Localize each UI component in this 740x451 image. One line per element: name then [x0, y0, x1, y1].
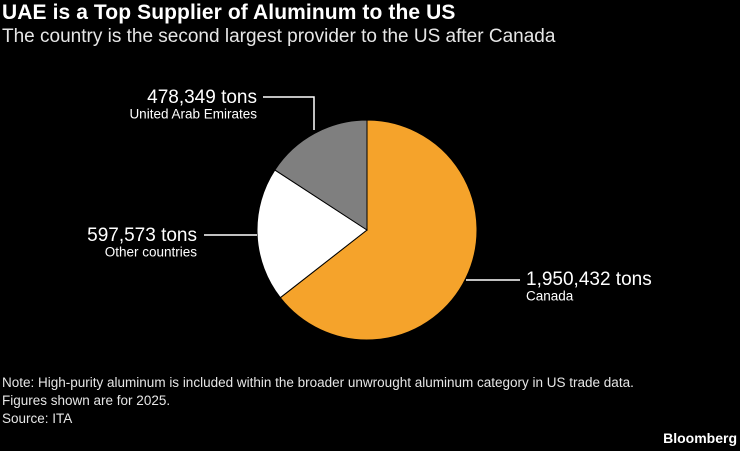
chart-subtitle: The country is the second largest provid…	[2, 26, 556, 47]
note-line-1: Note: High-purity aluminum is included w…	[2, 375, 634, 390]
value-label-united-arab-emirates: 478,349 tons	[147, 87, 257, 108]
category-label-canada: Canada	[526, 289, 574, 304]
value-label-other-countries: 597,573 tons	[87, 225, 197, 246]
value-label-canada: 1,950,432 tons	[526, 269, 652, 290]
category-label-other-countries: Other countries	[105, 245, 198, 260]
pie-slice-canada	[279, 119, 478, 341]
chart-notes: Note: High-purity aluminum is included w…	[2, 374, 740, 428]
leader-line-united-arab-emirates	[263, 96, 315, 130]
pie-slice-other-countries	[256, 169, 368, 299]
source-text: Source: ITA	[2, 411, 73, 426]
chart-title: UAE is a Top Supplier of Aluminum to the…	[2, 1, 456, 24]
note-line-2: Figures shown are for 2025.	[2, 393, 171, 408]
pie-slice-united-arab-emirates	[274, 119, 368, 231]
category-label-united-arab-emirates: United Arab Emirates	[129, 107, 257, 122]
bloomberg-logo: Bloomberg	[663, 430, 737, 446]
